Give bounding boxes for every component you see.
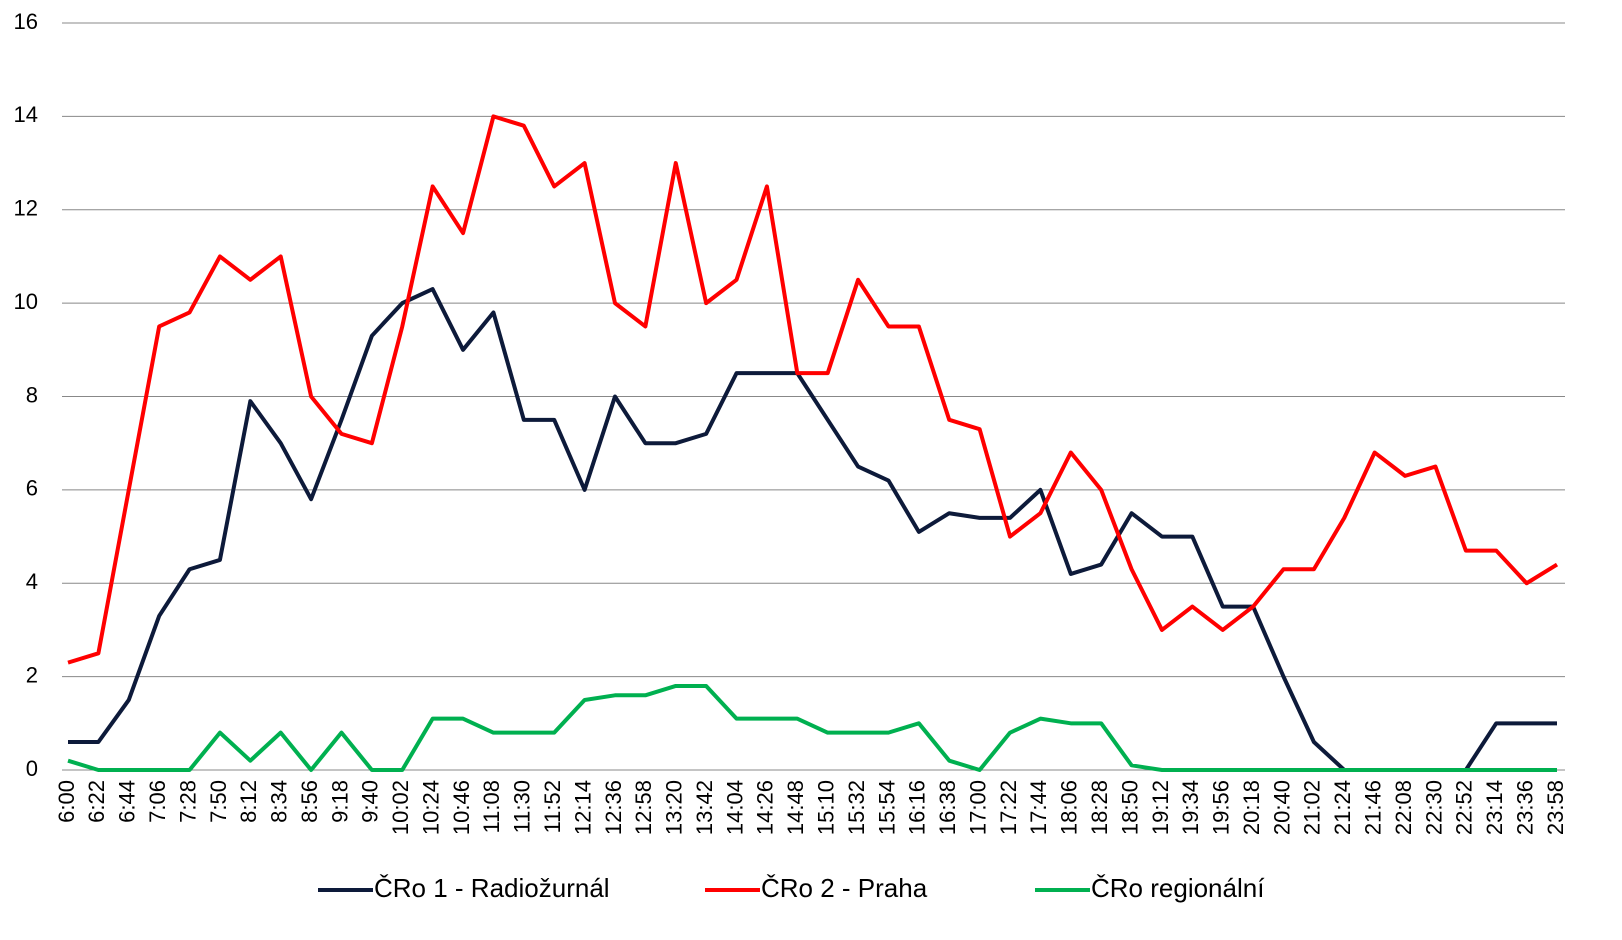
legend-label: ČRo 2 - Praha bbox=[761, 873, 928, 903]
x-tick-label: 21:24 bbox=[1330, 780, 1355, 835]
x-tick-label: 6:22 bbox=[84, 780, 109, 823]
x-tick-label: 13:20 bbox=[662, 780, 687, 835]
legend-label: ČRo regionální bbox=[1091, 873, 1265, 903]
x-tick-label: 23:14 bbox=[1482, 780, 1507, 835]
x-tick-label: 6:44 bbox=[115, 780, 140, 823]
x-tick-label: 17:44 bbox=[1026, 780, 1051, 835]
y-tick-label: 12 bbox=[14, 196, 38, 221]
x-tick-label: 17:22 bbox=[996, 780, 1021, 835]
x-tick-label: 23:58 bbox=[1543, 780, 1568, 835]
x-tick-label: 8:34 bbox=[267, 780, 292, 823]
x-tick-label: 7:28 bbox=[175, 780, 200, 823]
series-line bbox=[68, 287, 1557, 772]
x-tick-label: 7:06 bbox=[145, 780, 170, 823]
x-tick-label: 15:32 bbox=[844, 780, 869, 835]
x-tick-label: 21:02 bbox=[1300, 780, 1325, 835]
x-tick-label: 8:56 bbox=[297, 780, 322, 823]
x-tick-label: 12:14 bbox=[570, 780, 595, 835]
x-tick-label: 7:50 bbox=[206, 780, 231, 823]
x-tick-label: 6:00 bbox=[54, 780, 79, 823]
series-line bbox=[67, 683, 1557, 772]
x-tick-label: 19:12 bbox=[1148, 780, 1173, 835]
x-tick-label: 16:16 bbox=[905, 780, 930, 835]
x-tick-label: 15:10 bbox=[814, 780, 839, 835]
x-tick-label: 19:34 bbox=[1178, 780, 1203, 835]
legend-label: ČRo 1 - Radiožurnál bbox=[374, 873, 610, 903]
x-tick-label: 23:36 bbox=[1512, 780, 1537, 835]
x-tick-label: 9:18 bbox=[327, 780, 352, 823]
x-tick-label: 18:50 bbox=[1117, 780, 1142, 835]
x-tick-label: 19:56 bbox=[1209, 780, 1234, 835]
y-tick-label: 14 bbox=[14, 102, 38, 127]
x-tick-label: 22:08 bbox=[1391, 780, 1416, 835]
x-tick-label: 20:40 bbox=[1269, 780, 1294, 835]
x-tick-label: 10:02 bbox=[388, 780, 413, 835]
x-tick-label: 14:26 bbox=[753, 780, 778, 835]
x-tick-label: 18:28 bbox=[1087, 780, 1112, 835]
x-tick-label: 10:24 bbox=[418, 780, 443, 835]
x-tick-label: 17:00 bbox=[965, 780, 990, 835]
y-tick-label: 10 bbox=[14, 289, 38, 314]
x-tick-label: 11:52 bbox=[540, 780, 565, 833]
x-tick-label: 22:52 bbox=[1452, 780, 1477, 835]
x-tick-label: 16:38 bbox=[935, 780, 960, 835]
x-tick-label: 11:30 bbox=[510, 780, 535, 833]
y-tick-label: 16 bbox=[14, 9, 38, 34]
x-tick-label: 15:54 bbox=[874, 780, 899, 835]
x-tick-label: 9:40 bbox=[358, 780, 383, 823]
x-tick-label: 12:36 bbox=[601, 780, 626, 835]
x-tick-label: 21:46 bbox=[1360, 780, 1385, 835]
x-tick-label: 8:12 bbox=[236, 780, 261, 823]
y-tick-label: 6 bbox=[26, 476, 38, 501]
y-tick-label: 8 bbox=[26, 382, 38, 407]
series-line bbox=[67, 114, 1559, 665]
x-tick-label: 13:42 bbox=[692, 780, 717, 835]
x-tick-label: 20:18 bbox=[1239, 780, 1264, 835]
x-tick-label: 14:04 bbox=[722, 780, 747, 835]
x-tick-label: 10:46 bbox=[449, 780, 474, 835]
x-tick-label: 14:48 bbox=[783, 780, 808, 835]
x-tick-label: 18:06 bbox=[1057, 780, 1082, 835]
y-tick-label: 0 bbox=[26, 756, 38, 781]
y-tick-label: 2 bbox=[26, 662, 38, 687]
x-tick-label: 22:30 bbox=[1421, 780, 1446, 835]
x-tick-label: 11:08 bbox=[479, 780, 504, 833]
y-tick-label: 4 bbox=[26, 569, 38, 594]
x-tick-label: 12:58 bbox=[631, 780, 656, 835]
